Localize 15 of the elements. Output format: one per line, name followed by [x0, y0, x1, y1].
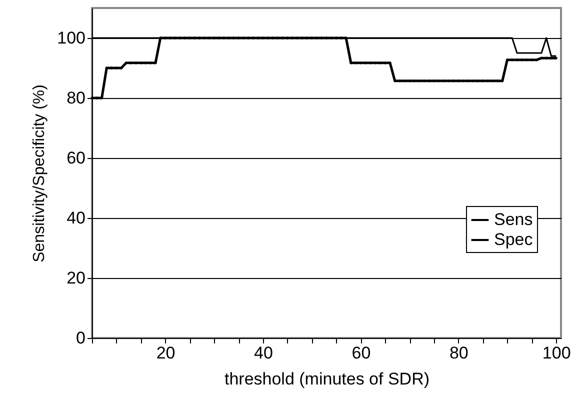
y-axis-title: Sensitivity/Specificity (%) — [31, 84, 48, 262]
y-tick-label: 0 — [76, 328, 86, 348]
legend-label: Spec — [494, 230, 534, 249]
x-tick-label: 100 — [542, 344, 571, 362]
y-tick-label: 80 — [66, 88, 86, 108]
y-tick-label: 20 — [66, 268, 86, 288]
x-tick-label: 60 — [352, 344, 371, 362]
y-tick-label: 40 — [66, 208, 86, 228]
y-tick-label: 60 — [66, 148, 86, 168]
x-axis-title: threshold (minutes of SDR) — [224, 370, 430, 388]
y-tick-label: 100 — [57, 28, 86, 48]
x-tick-label: 20 — [156, 344, 176, 362]
x-tick-label: 40 — [254, 344, 273, 362]
x-tick-label: 80 — [449, 344, 468, 362]
legend-label: Sens — [494, 210, 533, 229]
